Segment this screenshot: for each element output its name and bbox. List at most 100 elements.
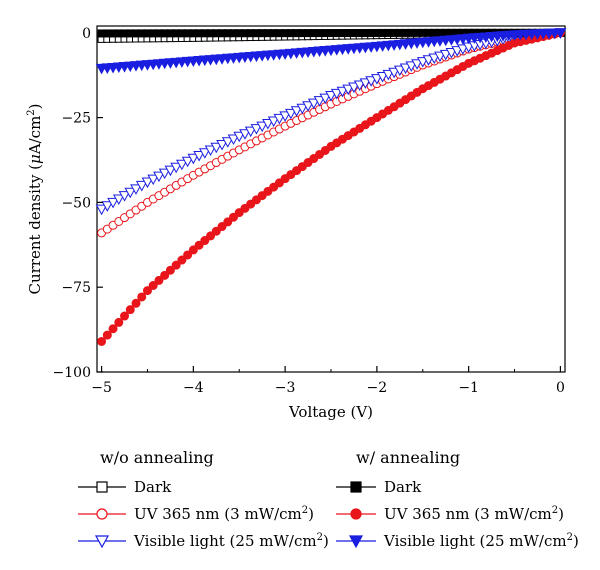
data-point (102, 330, 112, 340)
y-tick-label: −75 (61, 280, 91, 296)
data-point (160, 270, 170, 280)
legend-label-dark-wo: Dark (134, 478, 172, 496)
data-point (101, 201, 114, 212)
legend-marker-square-filled (336, 481, 376, 493)
data-point (176, 159, 188, 171)
y-tick-label: −50 (61, 195, 91, 211)
data-point (353, 80, 366, 91)
data-point (148, 281, 158, 290)
data-point (342, 84, 355, 96)
ticks-layer: −5 −4 −3 −2 −1 00−25−50−75−100 (53, 26, 565, 396)
data-point (112, 194, 125, 206)
data-point (376, 71, 389, 83)
data-point (359, 78, 372, 89)
data-point (554, 28, 567, 39)
data-point (388, 67, 400, 79)
data-point (223, 217, 233, 227)
data-point (365, 76, 377, 87)
data-point (336, 86, 349, 98)
data-point (187, 153, 200, 165)
data-point (393, 65, 406, 77)
data-point (221, 137, 234, 148)
series-5-triangle-down-filled (95, 28, 567, 75)
data-point (330, 88, 343, 100)
x-tick-label: −5 (91, 380, 112, 396)
data-point (118, 191, 131, 202)
legend-item-uv-w: UV 365 nm (3 mW/cm2) (336, 503, 564, 525)
legend-item-dark-w: Dark (336, 476, 421, 498)
data-point (198, 148, 211, 159)
data-point (302, 101, 314, 112)
data-point (290, 106, 303, 117)
legend-label-uv-w: UV 365 nm (3 mW/cm2) (384, 505, 565, 523)
data-point (114, 317, 124, 327)
x-tick-label: −4 (183, 380, 204, 396)
y-axis-title: Current density (μA/cm2) (26, 103, 44, 294)
data-point (194, 240, 204, 250)
data-point (142, 286, 152, 296)
legend-group-title-with-annealing: w/ annealing (356, 448, 461, 467)
legend-item-dark-wo: Dark (78, 476, 171, 498)
series-2-triangle-down-open (95, 28, 567, 216)
legend-marker-square-open (78, 481, 126, 493)
data-point (285, 108, 297, 120)
data-point (405, 61, 418, 72)
legend-item-uv-wo: UV 365 nm (3 mW/cm2) (78, 503, 314, 525)
data-point (147, 174, 160, 186)
plot-frame (96, 25, 566, 373)
data-point (141, 177, 154, 189)
data-point (217, 222, 227, 232)
x-tick-label: −2 (367, 380, 388, 396)
data-point (120, 311, 130, 321)
data-point (97, 336, 107, 346)
data-point (183, 250, 193, 260)
data-point (193, 151, 205, 162)
data-point (107, 197, 119, 209)
y-tick-label: −25 (61, 111, 91, 127)
series-layer (95, 28, 567, 346)
data-point (244, 126, 257, 138)
data-point (229, 212, 238, 222)
legend-marker-triangle-filled (336, 535, 376, 548)
data-point (210, 142, 223, 154)
data-point (206, 231, 216, 241)
x-tick-label: 0 (556, 380, 565, 396)
x-tick-label: −3 (275, 380, 296, 396)
data-point (171, 260, 181, 270)
data-point (137, 292, 147, 302)
data-point (307, 98, 320, 110)
data-point (130, 184, 142, 195)
legend-label-visible-wo: Visible light (25 mW/cm2) (134, 532, 329, 550)
legend-item-visible-w: Visible light (25 mW/cm2) (336, 530, 579, 552)
legend-label-visible-w: Visible light (25 mW/cm2) (384, 532, 579, 550)
data-point (124, 187, 137, 199)
data-point (250, 124, 263, 135)
data-point (325, 91, 337, 102)
data-point (177, 255, 187, 265)
legend-marker-circle-filled (336, 508, 376, 520)
data-point (211, 226, 221, 236)
data-point (371, 74, 383, 85)
data-point (296, 103, 309, 115)
data-point (256, 121, 269, 133)
data-point (233, 131, 246, 143)
data-point (108, 324, 118, 334)
data-point (165, 265, 175, 275)
data-point (319, 93, 332, 105)
data-point (382, 69, 395, 81)
data-point (200, 236, 210, 246)
data-point (216, 140, 228, 151)
legend-item-visible-wo: Visible light (25 mW/cm2) (78, 530, 329, 552)
data-point (279, 111, 291, 122)
data-point (227, 134, 240, 146)
data-point (411, 59, 423, 70)
data-point (125, 305, 135, 315)
data-point (239, 129, 251, 140)
data-point (181, 156, 194, 168)
data-point (348, 82, 360, 94)
legend-label-dark-w: Dark (384, 478, 422, 496)
x-tick-label: −1 (458, 380, 479, 396)
chart-plot: −5 −4 −3 −2 −1 00−25−50−75−100 Voltage (V) Cu… (26, 25, 567, 421)
data-point (313, 96, 326, 107)
legend: w/o annealing w/ annealing Dark UV 365 n… (0, 440, 600, 570)
